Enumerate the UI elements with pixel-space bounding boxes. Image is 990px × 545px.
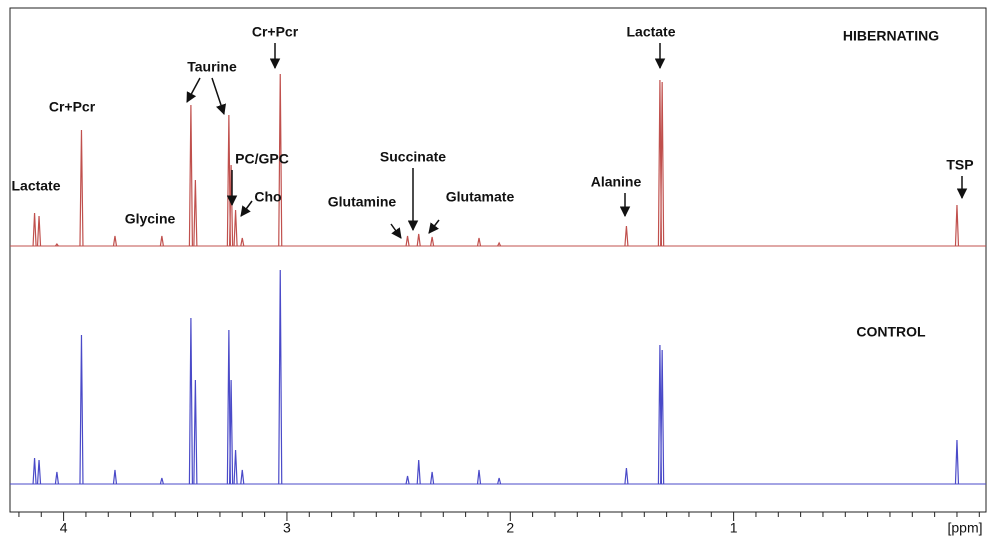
peak xyxy=(112,469,118,485)
annotation: Lactate xyxy=(11,178,60,194)
peak xyxy=(430,471,435,485)
peak xyxy=(188,104,194,247)
plot-frame xyxy=(9,7,987,513)
peak xyxy=(229,379,234,485)
peak xyxy=(79,334,84,485)
peak xyxy=(278,73,283,247)
peak xyxy=(32,457,37,485)
peak xyxy=(233,209,238,247)
peak xyxy=(193,379,198,485)
peak xyxy=(159,235,164,247)
peak xyxy=(497,241,502,247)
x-tick-label: 3 xyxy=(283,520,291,536)
annotation: Succinate xyxy=(380,149,446,165)
x-tick-label: 1 xyxy=(730,520,738,536)
peak xyxy=(430,236,435,247)
series-label: HIBERNATING xyxy=(843,28,939,44)
annotation: TSP xyxy=(946,157,973,173)
x-tick-label: 4 xyxy=(60,520,68,536)
annotation: Glutamate xyxy=(446,189,515,205)
peak xyxy=(32,212,37,247)
peak xyxy=(660,81,665,247)
peak xyxy=(54,243,59,247)
peak xyxy=(229,164,234,247)
peak xyxy=(36,215,42,247)
peak xyxy=(79,129,84,247)
peak xyxy=(405,235,410,247)
peak xyxy=(497,477,502,485)
annotation: Alanine xyxy=(591,174,642,190)
annotation: Glycine xyxy=(125,211,176,227)
peak xyxy=(54,471,59,485)
annotation: Cho xyxy=(254,189,281,205)
peak xyxy=(416,233,421,247)
annotation: PC/GPC xyxy=(235,151,289,167)
annotation-arrow xyxy=(390,223,402,239)
annotation: Cr+Pcr xyxy=(252,24,299,40)
annotation-arrow xyxy=(240,200,253,217)
peak xyxy=(954,204,960,247)
peak xyxy=(278,269,283,485)
x-axis-label: [ppm] xyxy=(947,520,982,536)
annotation: Glutamine xyxy=(328,194,397,210)
peak xyxy=(193,179,198,247)
annotation: Taurine xyxy=(187,59,237,75)
peak xyxy=(240,469,245,485)
peak xyxy=(476,237,482,247)
annotation-arrow xyxy=(211,77,226,115)
peak xyxy=(624,467,629,485)
series-label: CONTROL xyxy=(856,324,926,340)
peak xyxy=(476,469,482,485)
peak xyxy=(624,225,629,247)
x-tick-label: 2 xyxy=(506,520,514,536)
peak xyxy=(416,459,421,485)
peak xyxy=(954,439,960,485)
peak xyxy=(240,237,245,247)
peak xyxy=(188,317,194,485)
peak xyxy=(159,477,164,485)
annotation-arrow xyxy=(428,219,440,234)
peak xyxy=(233,449,238,485)
peak xyxy=(112,235,118,247)
peak xyxy=(36,459,42,485)
peak xyxy=(660,349,665,485)
peak xyxy=(405,475,410,485)
annotation-arrow xyxy=(186,77,201,103)
annotation: Lactate xyxy=(626,24,675,40)
annotation: Cr+Pcr xyxy=(49,99,96,115)
